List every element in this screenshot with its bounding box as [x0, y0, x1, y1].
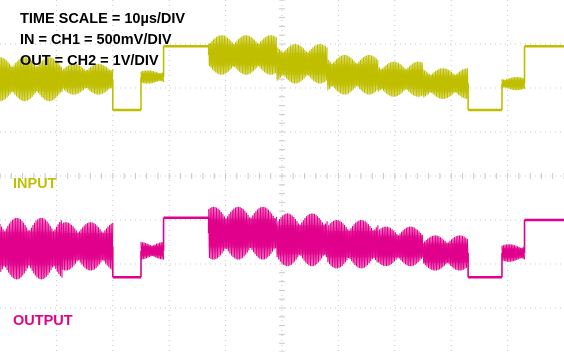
burst-waveform	[422, 235, 469, 271]
burst-waveform	[208, 35, 277, 75]
burst-waveform	[61, 63, 114, 95]
burst-waveform	[208, 206, 277, 260]
trace-output	[0, 206, 564, 280]
burst-waveform	[140, 242, 165, 260]
scope-settings: TIME SCALE = 10µs/DIV IN = CH1 = 500mV/D…	[20, 9, 185, 72]
traces	[0, 35, 564, 280]
burst-waveform	[501, 244, 526, 262]
burst-waveform	[0, 57, 63, 102]
burst-waveform	[501, 76, 526, 91]
burst-waveform	[326, 219, 379, 269]
ch1-scale-label: IN = CH1 = 500mV/DIV	[20, 32, 172, 48]
input-trace-label: INPUT	[13, 176, 57, 192]
burst-waveform	[377, 226, 424, 267]
output-trace-label: OUTPUT	[13, 313, 73, 329]
burst-waveform	[377, 61, 424, 97]
ch2-scale-label: OUT = CH2 = 1V/DIV	[20, 53, 159, 69]
time-scale-label: TIME SCALE = 10µs/DIV	[20, 11, 186, 27]
burst-waveform	[275, 213, 328, 267]
burst-waveform	[0, 217, 63, 280]
burst-waveform	[422, 68, 469, 100]
burst-waveform	[275, 43, 328, 84]
burst-waveform	[326, 54, 379, 95]
burst-waveform	[140, 70, 165, 84]
trace-input	[0, 35, 564, 112]
burst-waveform	[61, 222, 114, 271]
